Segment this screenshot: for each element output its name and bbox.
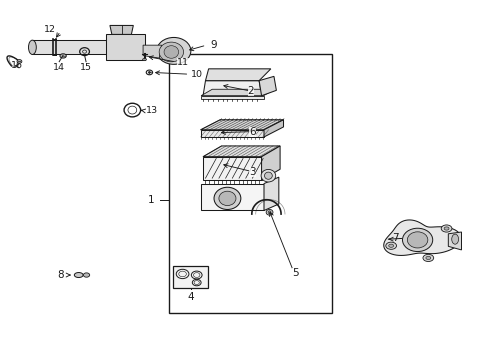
Polygon shape xyxy=(203,157,261,180)
Polygon shape xyxy=(264,120,283,137)
Ellipse shape xyxy=(163,46,178,58)
Polygon shape xyxy=(383,220,460,256)
Bar xyxy=(173,266,208,288)
Ellipse shape xyxy=(74,273,83,278)
Ellipse shape xyxy=(402,228,432,252)
Polygon shape xyxy=(200,184,264,211)
Polygon shape xyxy=(203,146,280,157)
Polygon shape xyxy=(32,40,130,54)
Text: 12: 12 xyxy=(44,25,56,34)
Ellipse shape xyxy=(142,58,146,60)
Ellipse shape xyxy=(159,42,183,62)
Polygon shape xyxy=(200,120,283,130)
Ellipse shape xyxy=(83,273,89,277)
Text: 3: 3 xyxy=(249,167,256,177)
Polygon shape xyxy=(203,81,261,96)
Ellipse shape xyxy=(264,172,272,179)
Text: 13: 13 xyxy=(146,106,158,115)
Ellipse shape xyxy=(388,244,393,247)
Ellipse shape xyxy=(267,211,270,214)
Ellipse shape xyxy=(425,256,430,260)
Ellipse shape xyxy=(148,72,150,73)
Text: 15: 15 xyxy=(80,63,92,72)
Text: 11: 11 xyxy=(177,58,189,67)
Text: 8: 8 xyxy=(58,270,64,280)
Polygon shape xyxy=(201,89,274,96)
Ellipse shape xyxy=(422,255,433,261)
Text: 10: 10 xyxy=(190,70,203,79)
Polygon shape xyxy=(205,69,270,81)
Ellipse shape xyxy=(407,232,427,248)
Text: 9: 9 xyxy=(210,40,217,50)
Ellipse shape xyxy=(451,234,458,244)
Text: 14: 14 xyxy=(53,63,65,72)
Ellipse shape xyxy=(28,40,36,54)
Text: 6: 6 xyxy=(249,127,256,136)
Text: 2: 2 xyxy=(247,86,254,96)
Text: 4: 4 xyxy=(187,292,194,302)
Polygon shape xyxy=(261,146,280,180)
Polygon shape xyxy=(201,96,263,99)
Text: 7: 7 xyxy=(391,233,398,243)
Polygon shape xyxy=(200,130,264,137)
Ellipse shape xyxy=(157,37,190,64)
Polygon shape xyxy=(110,26,133,35)
Text: 5: 5 xyxy=(292,268,298,278)
Ellipse shape xyxy=(17,60,22,63)
Ellipse shape xyxy=(219,191,236,206)
Ellipse shape xyxy=(443,227,448,230)
Polygon shape xyxy=(143,45,161,58)
Ellipse shape xyxy=(385,242,396,249)
Ellipse shape xyxy=(214,187,241,210)
Polygon shape xyxy=(447,232,461,250)
Text: 1: 1 xyxy=(147,195,154,205)
Polygon shape xyxy=(259,76,276,96)
Ellipse shape xyxy=(440,225,451,232)
Bar xyxy=(168,54,331,313)
Ellipse shape xyxy=(60,54,66,58)
Text: 16: 16 xyxy=(10,62,22,71)
Polygon shape xyxy=(105,35,144,60)
Ellipse shape xyxy=(261,170,275,182)
Ellipse shape xyxy=(265,210,272,215)
Polygon shape xyxy=(264,177,278,211)
